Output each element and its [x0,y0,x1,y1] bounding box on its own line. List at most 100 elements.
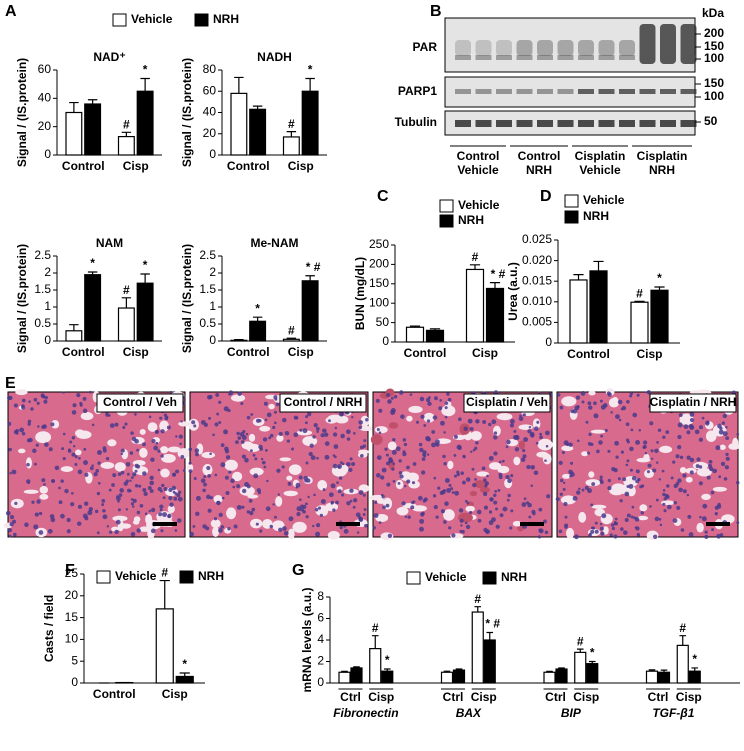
tubule-lumen [35,431,52,444]
nucleus [722,431,728,437]
nucleus [626,484,630,488]
nucleus [507,493,511,498]
nucleus [419,447,424,453]
x-tick-label: Cisp [288,159,314,173]
nucleus [421,457,426,461]
nucleus [50,422,55,427]
nucleus [83,447,87,451]
nucleus [193,476,197,480]
nucleus [188,469,193,473]
nucleus [69,440,73,444]
error-bar [679,635,687,646]
nucleus [626,440,630,444]
nucleus [461,480,466,485]
nucleus [160,529,164,533]
tubule-lumen [25,457,32,469]
y-tick-label: 6 [317,611,324,625]
legend-label: Vehicle [458,198,500,212]
nucleus [134,463,139,468]
nucleus [488,422,492,427]
nucleus [666,484,670,488]
bar [282,136,300,156]
nucleus [89,390,92,394]
nucleus [525,501,530,505]
nucleus [596,449,600,454]
bar [84,274,102,342]
nucleus [21,398,26,403]
y-tick-label: 60 [38,62,52,76]
nucleus [625,422,630,427]
nucleus [599,526,604,531]
nucleus [315,426,320,431]
nucleus [708,459,713,464]
panel-letter: A [5,3,17,20]
nucleus [232,485,236,489]
nucleus [324,441,330,446]
nucleus [391,449,397,455]
tubule-lumen [275,496,283,507]
bar [282,338,300,342]
nucleus [74,462,78,466]
nucleus [626,459,630,463]
nucleus [593,401,597,406]
nucleus [353,432,356,435]
nucleus [332,508,336,512]
x-tick-label: Ctrl [443,690,464,704]
y-tick-label: 40 [203,105,217,119]
nucleus [433,505,438,510]
nucleus [338,411,344,417]
lane-label: NRH [649,163,675,177]
nucleus [212,433,215,437]
nucleus [625,463,629,467]
tubule-lumen [268,403,275,410]
y-tick-label: 15 [65,610,79,624]
nucleus [686,493,690,497]
nucleus [177,496,183,502]
nucleus [333,444,339,449]
nucleus [150,507,156,513]
error-bar [634,300,645,303]
nucleus [158,512,163,517]
scale-bar [520,522,544,526]
blot-band [516,89,533,94]
blot-band [598,55,615,60]
nucleus [95,469,99,473]
tubule-lumen [317,480,328,491]
nucleus [526,464,531,470]
x-tick-label: Cisp [123,159,149,173]
nucleus [686,455,691,460]
blot-smear [639,24,656,64]
tubule-lumen [210,519,221,528]
nucleus [142,487,147,493]
legend-label: Vehicle [131,12,173,26]
nucleus [600,531,605,536]
nucleus [593,413,599,419]
nucleus [275,402,280,407]
nucleus [249,511,254,516]
nucleus [717,423,722,429]
image-label: Cisplatin / Veh [466,395,548,409]
nucleus [638,429,642,432]
error-bar [87,271,98,275]
tubule-lumen [286,475,293,481]
nucleus [598,440,603,445]
nucleus [705,420,710,425]
tubule-lumen [224,459,238,471]
nucleus [182,469,186,472]
bar [136,90,154,156]
nucleus [633,516,637,520]
nucleus [607,486,612,491]
nucleus [27,422,31,426]
nucleus [129,451,134,455]
nucleus [36,401,40,405]
chart-title: NAM [96,236,123,250]
error-bar [486,631,494,640]
nucleus [221,496,225,500]
nucleus [142,442,146,447]
nucleus [441,489,446,495]
nucleus [363,508,367,511]
nucleus [426,453,430,456]
nucleus [306,478,311,483]
nucleus [725,456,730,461]
nucleus [701,416,705,420]
